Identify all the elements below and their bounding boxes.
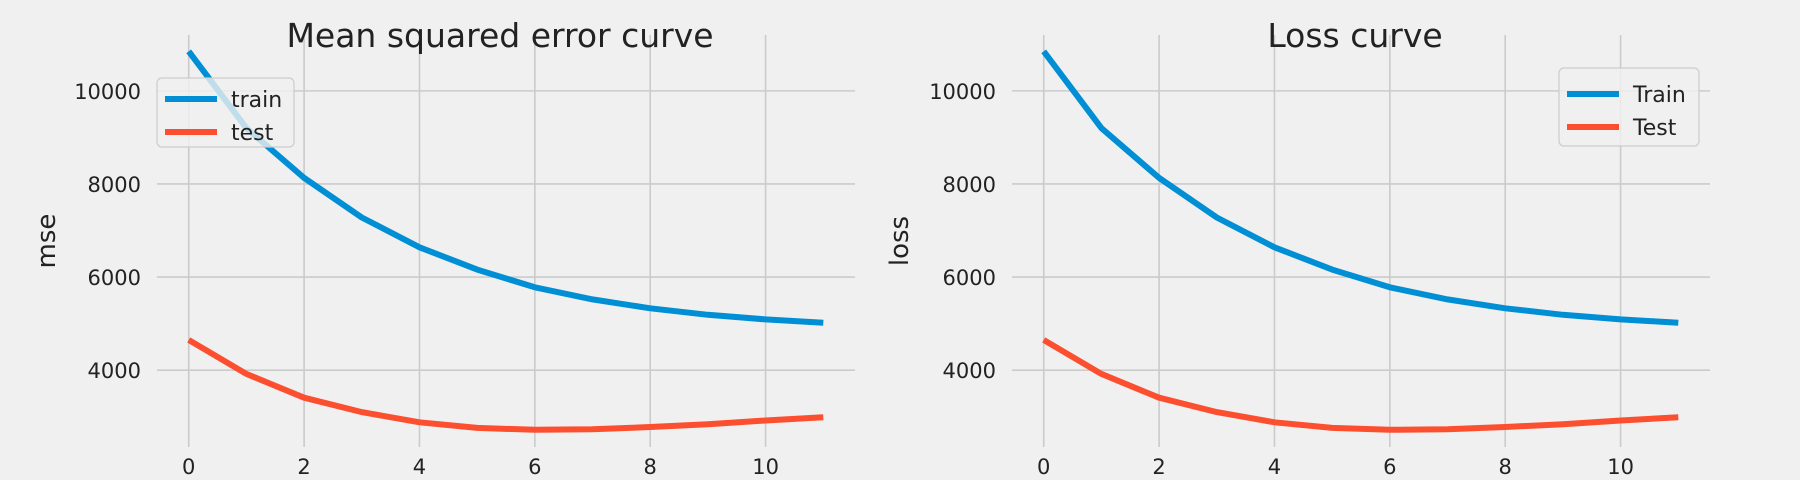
chart-2-x-tick-label: 6 [1383, 455, 1396, 479]
chart-2-y-tick-label: 10000 [929, 80, 996, 104]
chart-2-x-tick-label: 2 [1152, 455, 1165, 479]
chart-1: 4000 6000 8000 10000 0 2 4 6 8 10 Mean squared err… [32, 16, 855, 479]
chart-2-title: Loss curve [1267, 16, 1442, 55]
chart-1-y-tick-label: 6000 [88, 266, 141, 290]
chart-1-legend-label-train: train [231, 88, 282, 113]
chart-2-x-tick-label: 4 [1268, 455, 1281, 479]
chart-1-y-tick-label: 8000 [88, 173, 141, 197]
chart-2-legend-label-test: Test [1632, 116, 1677, 141]
chart-2-y-tick-label: 4000 [943, 359, 996, 383]
chart-2-legend-label-train: Train [1632, 83, 1686, 108]
chart-1-series-line-test [187, 337, 824, 433]
chart-1-x-tick-label: 0 [182, 455, 195, 479]
chart-2: 4000 6000 8000 10000 0 2 4 6 8 10 Loss curve loss Tr… [885, 16, 1710, 479]
chart-1-y-axis-label: mse [32, 214, 62, 269]
chart-2-x-tick-label: 10 [1607, 455, 1634, 479]
chart-2-y-tick-label: 8000 [943, 173, 996, 197]
chart-1-series-line-train [186, 49, 824, 326]
chart-1-x-tick-label: 2 [297, 455, 310, 479]
chart-1-legend-label-test: test [231, 121, 274, 146]
chart-2-y-tick-label: 6000 [943, 266, 996, 290]
chart-1-x-tick-label: 6 [528, 455, 541, 479]
chart-2-x-tick-label: 8 [1499, 455, 1512, 479]
chart-2-series-line-train [1041, 49, 1679, 326]
chart-2-series-line-test [1042, 337, 1679, 433]
chart-1-legend: train test [156, 77, 295, 148]
chart-1-x-tick-label: 8 [644, 455, 657, 479]
chart-1-y-tick-label: 10000 [74, 80, 141, 104]
chart-1-x-tick-label: 10 [752, 455, 779, 479]
chart-1-title: Mean squared error curve [286, 16, 713, 55]
chart-2-x-tick-label: 0 [1037, 455, 1050, 479]
chart-1-y-tick-label: 4000 [88, 359, 141, 383]
chart-2-legend: Train Test [1558, 67, 1700, 147]
chart-2-y-axis-label: loss [885, 216, 915, 266]
chart-1-x-tick-label: 4 [413, 455, 426, 479]
